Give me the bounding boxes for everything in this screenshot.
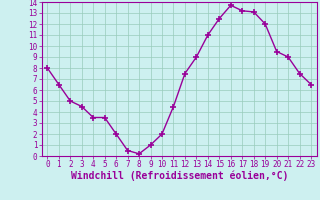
X-axis label: Windchill (Refroidissement éolien,°C): Windchill (Refroidissement éolien,°C) — [70, 171, 288, 181]
